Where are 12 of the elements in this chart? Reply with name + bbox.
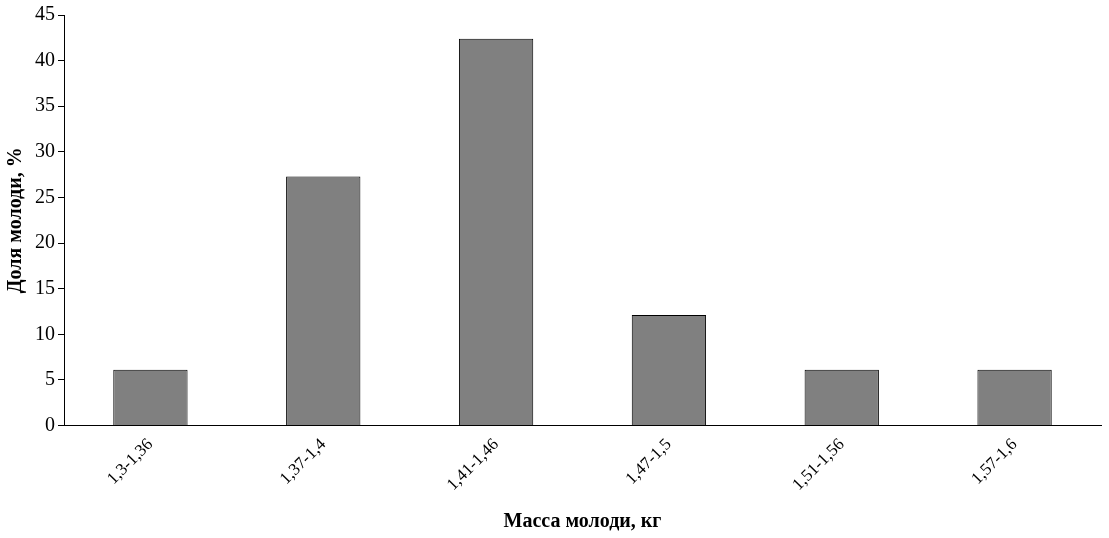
- y-tick-label: 25: [35, 184, 55, 207]
- y-tick-label: 20: [35, 230, 55, 253]
- y-tick-label: 40: [35, 47, 55, 70]
- y-tick-label: 35: [35, 93, 55, 116]
- y-tick-label: 45: [35, 2, 55, 25]
- y-tick-label: 5: [45, 367, 55, 390]
- y-tick-label: 15: [35, 275, 55, 298]
- x-axis-title: Масса молоди, кг: [503, 509, 662, 532]
- y-tick-label: 0: [45, 412, 55, 435]
- y-tick-label: 30: [35, 139, 55, 162]
- y-tick-label: 10: [35, 321, 55, 344]
- y-axis-title: Доля молоди, %: [3, 147, 27, 294]
